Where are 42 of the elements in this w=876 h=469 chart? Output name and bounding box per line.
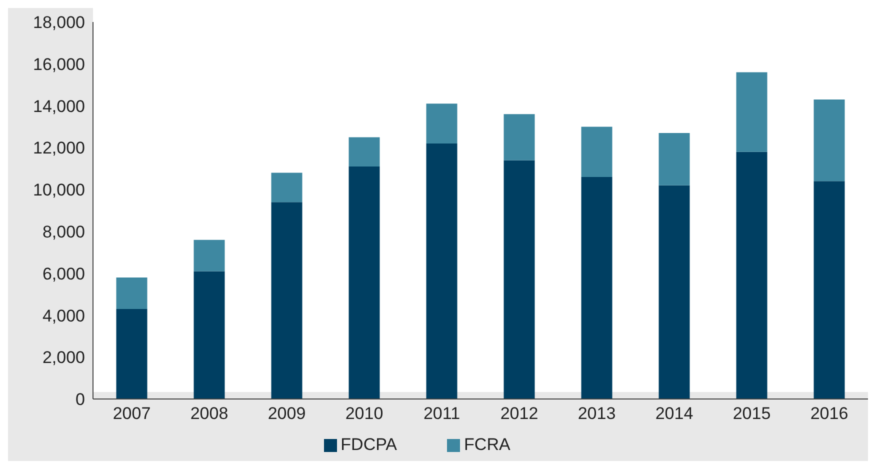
bar	[271, 202, 302, 399]
y-tick-label: 0	[76, 390, 85, 410]
bar	[348, 166, 380, 399]
x-tick-label: 2011	[423, 404, 460, 424]
bar	[194, 271, 225, 399]
bar	[271, 172, 302, 202]
bar	[581, 176, 612, 399]
y-tick-label: 2,000	[42, 348, 85, 368]
bar	[736, 72, 768, 152]
y-tick-label: 16,000	[33, 54, 85, 74]
y-tick-label: 8,000	[42, 222, 85, 242]
x-tick-label: 2012	[500, 404, 538, 424]
bar	[814, 181, 845, 399]
bar	[426, 104, 458, 144]
bar	[116, 278, 148, 309]
bar	[348, 137, 380, 167]
y-tick-label: 10,000	[33, 180, 85, 200]
y-tick-label: 14,000	[33, 96, 85, 116]
bar	[504, 160, 535, 399]
x-tick-label: 2013	[578, 404, 616, 424]
y-tick-label: 12,000	[33, 138, 85, 158]
x-tick-label: 2014	[655, 404, 694, 424]
x-tick-label: 2007	[112, 404, 151, 424]
bar	[194, 240, 225, 272]
legend-label: FCRA	[464, 435, 510, 454]
x-tick-label: 2015	[732, 404, 771, 424]
bar	[581, 126, 612, 177]
bar	[814, 99, 845, 182]
y-tick-label: 6,000	[42, 264, 85, 284]
bar	[116, 308, 148, 399]
bar	[658, 133, 690, 186]
y-tick-label: 18,000	[33, 13, 85, 32]
legend-label: FDCPA	[340, 435, 398, 454]
bar	[504, 114, 535, 160]
x-tick-label: 2010	[345, 404, 384, 424]
x-tick-label: 2008	[190, 404, 228, 424]
x-tick-label: 2016	[810, 404, 848, 424]
y-tick-label: 4,000	[42, 306, 85, 326]
bar	[658, 185, 690, 399]
bar	[736, 152, 768, 399]
x-tick-label: 2009	[268, 404, 306, 424]
bar	[426, 143, 458, 399]
